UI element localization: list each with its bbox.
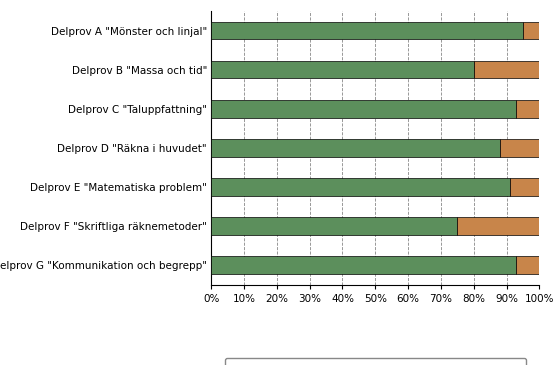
Bar (457, 217, 539, 235)
Bar (500, 139, 539, 157)
Bar (523, 22, 539, 39)
Bar (211, 139, 500, 157)
Bar (517, 100, 539, 118)
Bar (211, 61, 474, 78)
Bar (510, 178, 539, 196)
Bar (211, 217, 457, 235)
Bar (211, 178, 510, 196)
Bar (211, 22, 523, 39)
Legend: Uppnått kravnivån, Ej uppnått kravnivån: Uppnått kravnivån, Ej uppnått kravnivån (225, 358, 526, 365)
Bar (517, 256, 539, 274)
Bar (211, 100, 517, 118)
Bar (474, 61, 539, 78)
Bar (211, 256, 517, 274)
